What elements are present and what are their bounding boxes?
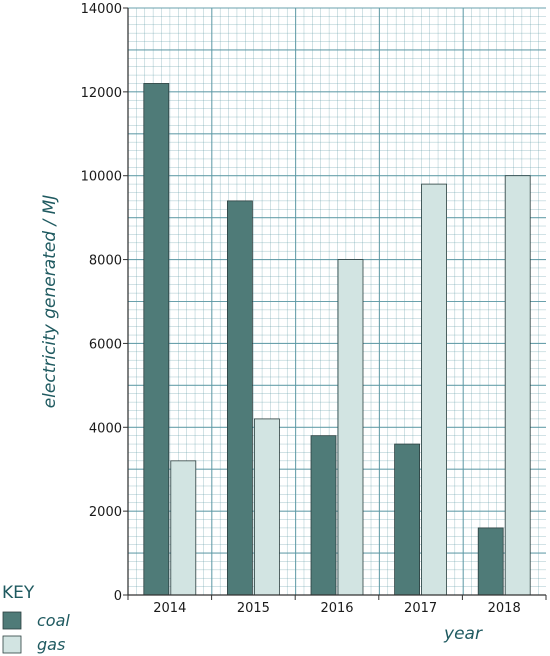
y-tick-label: 0: [114, 589, 122, 604]
x-tick-label: 2015: [237, 601, 270, 616]
bar-coal-2017: [394, 443, 421, 596]
bar-gas-2015: [253, 418, 280, 596]
y-tick-label: 2000: [89, 505, 122, 520]
legend-label-gas: gas: [37, 635, 65, 654]
bar-coal-2016: [310, 435, 337, 596]
bar-gas-2016: [337, 259, 364, 596]
bar-gas-2018: [504, 175, 531, 596]
legend-label-coal: coal: [37, 611, 70, 630]
grid: [127, 7, 546, 596]
bar-gas-2017: [421, 183, 448, 596]
legend-swatch-coal: [2, 611, 22, 630]
y-tick-label: 12000: [81, 86, 122, 101]
x-tick-label: 2017: [404, 601, 437, 616]
legend-swatch-gas: [2, 635, 22, 654]
legend-title: KEY: [2, 583, 35, 603]
y-tick-label: 10000: [81, 170, 122, 185]
bars: [143, 83, 531, 596]
y-tick-label: 6000: [89, 337, 122, 352]
bar-coal-2014: [143, 83, 170, 596]
y-axis-title: electricity generated / MJ: [40, 195, 60, 409]
y-tick-label: 8000: [89, 254, 122, 269]
bar-gas-2014: [170, 460, 197, 596]
bar-coal-2015: [226, 200, 253, 596]
x-tick-label: 2014: [153, 601, 186, 616]
axes: [123, 7, 547, 600]
y-tick-label: 4000: [89, 421, 122, 436]
bar-coal-2018: [477, 527, 504, 596]
x-tick-label: 2018: [488, 601, 521, 616]
x-tick-label: 2016: [320, 601, 353, 616]
labels: 2014 2015 2016 2017 2018 0 2000 4000 6000 8000 100…: [40, 2, 521, 644]
x-axis-title: year: [443, 624, 483, 644]
y-tick-label: 14000: [81, 2, 122, 17]
